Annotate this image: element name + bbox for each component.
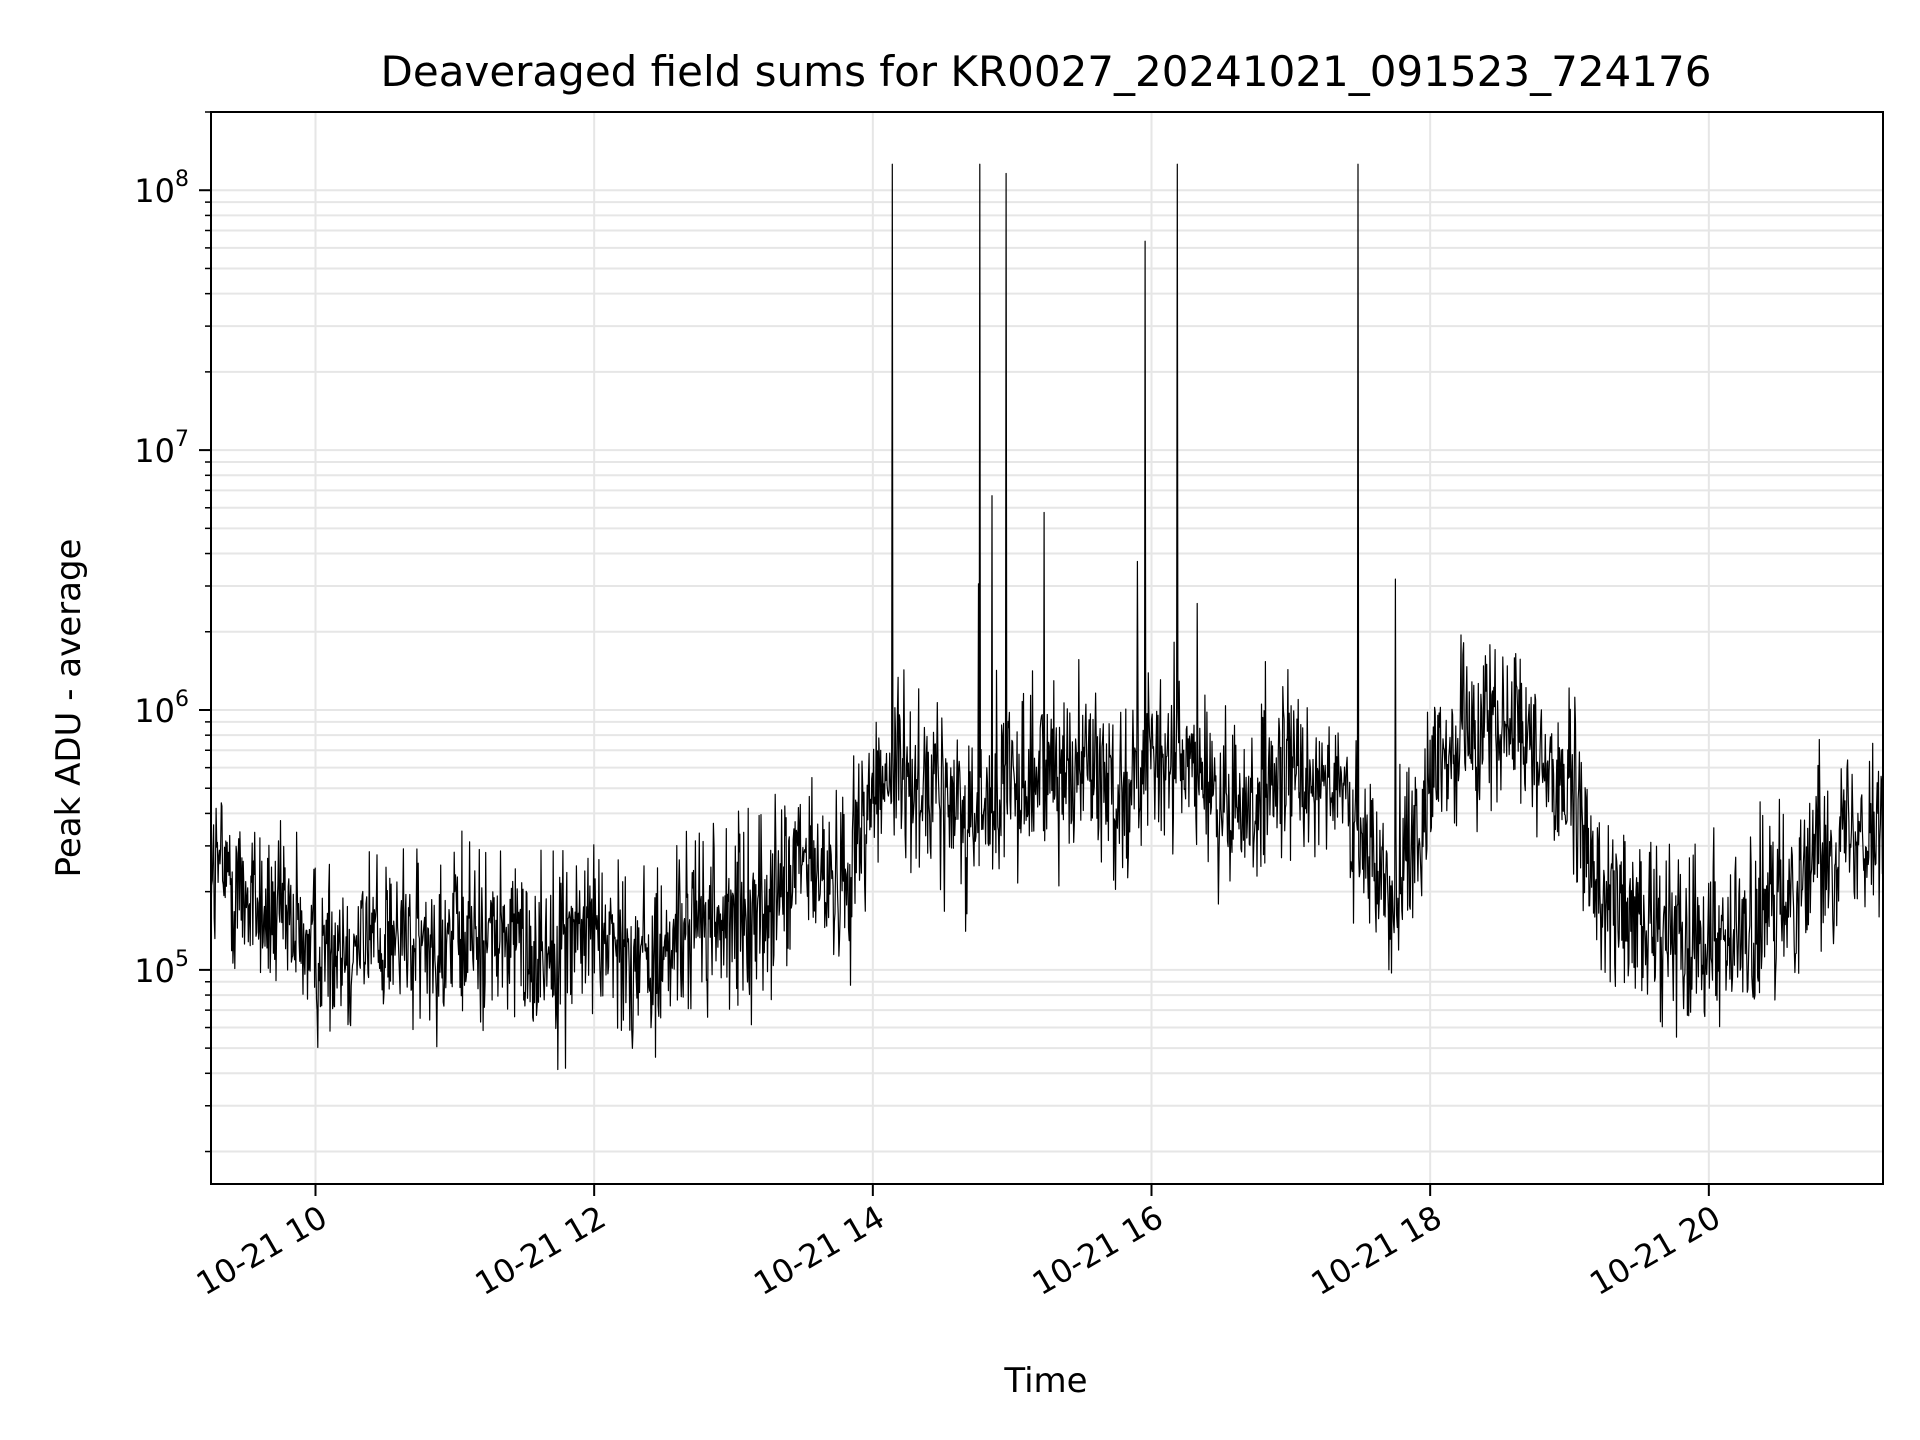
chart-title: Deaveraged field sums for KR0027_2024102…	[381, 47, 1712, 96]
y-tick-label: 105	[134, 947, 189, 990]
y-tick-label: 106	[134, 687, 189, 730]
y-tick-label: 108	[134, 167, 189, 210]
series-line	[210, 163, 1884, 1071]
y-tick-label: 107	[134, 427, 189, 470]
x-axis-label: Time	[1003, 1361, 1087, 1401]
axes-frame	[210, 111, 1884, 1185]
y-axis-label: Peak ADU - average	[49, 539, 89, 878]
plot-area	[210, 163, 1884, 1071]
